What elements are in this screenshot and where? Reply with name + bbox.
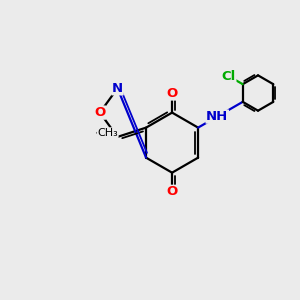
Text: O: O bbox=[167, 185, 178, 198]
Text: CH₃: CH₃ bbox=[97, 128, 118, 138]
Text: Cl: Cl bbox=[222, 70, 236, 83]
Text: O: O bbox=[94, 106, 106, 119]
Text: NH: NH bbox=[206, 110, 228, 123]
Text: O: O bbox=[167, 87, 178, 100]
Text: N: N bbox=[112, 82, 123, 95]
